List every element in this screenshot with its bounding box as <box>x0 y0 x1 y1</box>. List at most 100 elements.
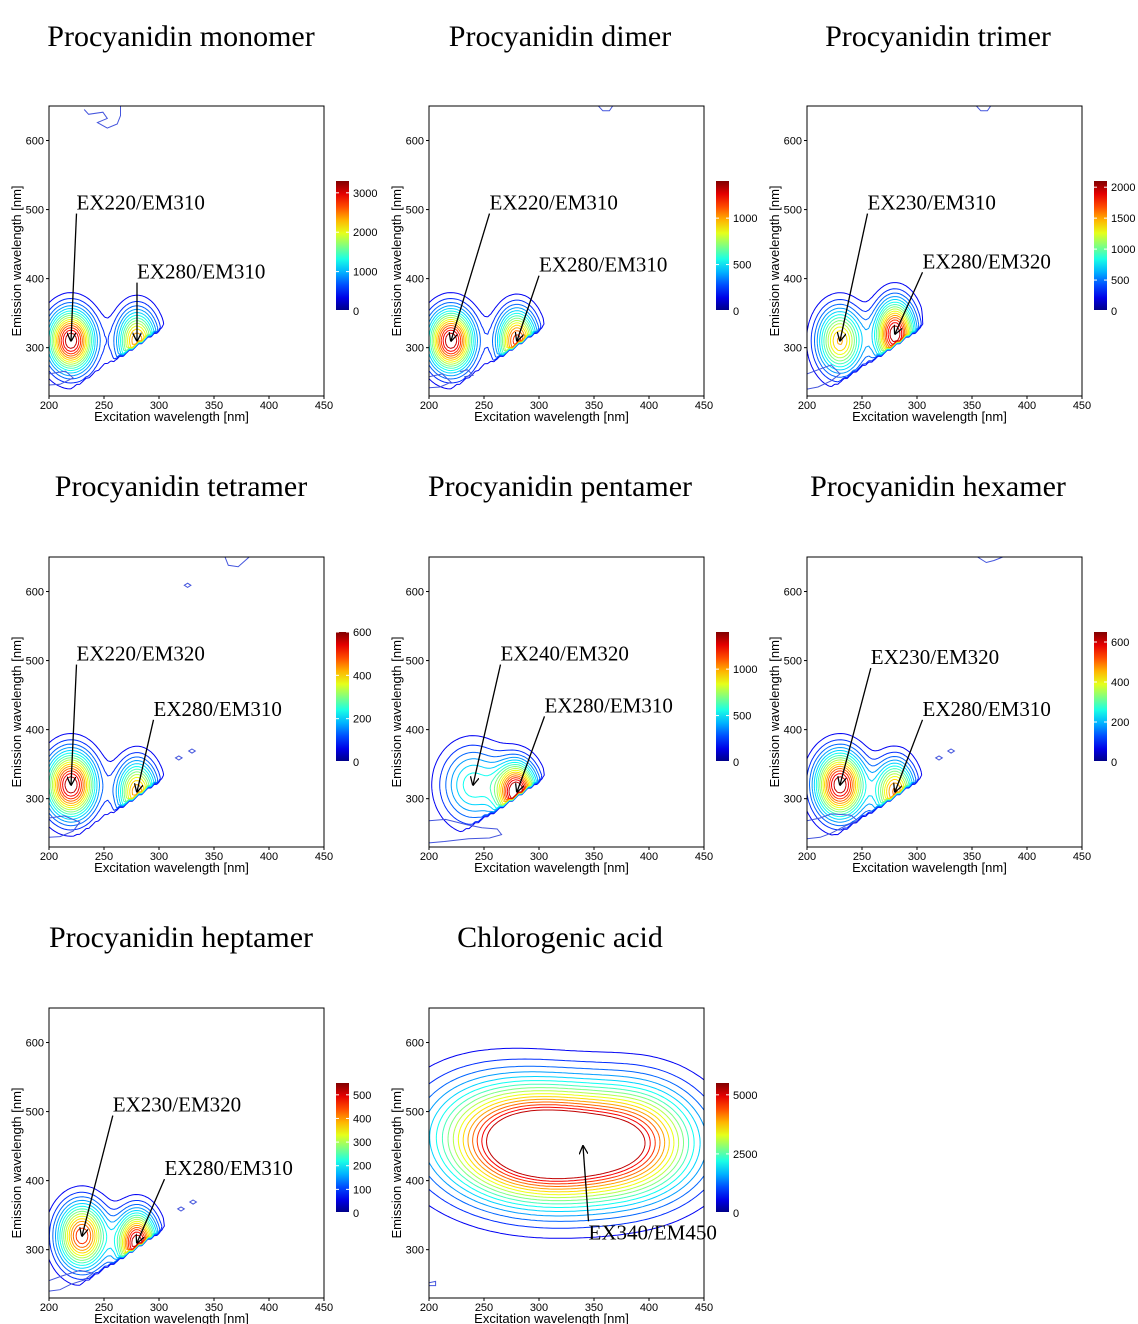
panel-title: Procyanidin tetramer <box>55 470 307 503</box>
x-tick-label: 450 <box>315 1302 333 1314</box>
x-tick-label: 300 <box>908 851 926 863</box>
contour-lines <box>49 1185 198 1292</box>
x-tick-label: 350 <box>205 1302 223 1314</box>
plot-frame <box>806 105 1083 397</box>
x-tick-label: 350 <box>585 851 603 863</box>
colorbar-tick-label: 5000 <box>733 1090 757 1102</box>
contour-level <box>435 1080 695 1208</box>
y-axis-label: Emission wavelength [nm] <box>389 636 404 787</box>
y-tick-label: 600 <box>784 587 802 599</box>
x-tick-label: 350 <box>585 1302 603 1314</box>
x-tick-label: 300 <box>530 851 548 863</box>
x-tick-label: 200 <box>40 851 58 863</box>
contour-fragment <box>49 370 75 386</box>
peak-annotation: EX230/EM320 <box>871 645 999 669</box>
contour-fragment <box>429 818 503 844</box>
contour-fragment <box>187 748 197 754</box>
contour-level <box>51 314 150 367</box>
x-tick-label: 200 <box>40 1302 58 1314</box>
y-tick-label: 400 <box>784 725 802 737</box>
contour-fragment <box>976 106 992 112</box>
x-tick-label: 200 <box>40 400 58 412</box>
eem-panel: Procyanidin pentamer 200 250 300 350 400 450 30… <box>389 470 757 875</box>
plot-frame <box>428 556 705 848</box>
plot-frame <box>428 105 705 397</box>
x-tick-label: 450 <box>315 851 333 863</box>
contour-level <box>55 763 145 807</box>
annotation-arrow <box>583 1146 590 1222</box>
peak-annotation: EX280/EM310 <box>539 253 667 277</box>
contour-lines <box>807 557 1003 840</box>
contour-level <box>429 1076 701 1212</box>
contour-level <box>58 768 84 802</box>
x-axis-label: Excitation wavelength [nm] <box>474 409 629 424</box>
contour-level <box>817 755 910 815</box>
colorbar-tick-label: 600 <box>353 627 371 639</box>
x-tick-label: 400 <box>1018 851 1036 863</box>
colorbar-tick-label: 1000 <box>733 213 757 225</box>
y-axis-label: Emission wavelength [nm] <box>389 185 404 336</box>
colorbar-tick-label: 200 <box>353 1161 371 1173</box>
x-tick-label: 450 <box>1073 851 1091 863</box>
colorbar-tick-label: 0 <box>353 757 359 769</box>
colorbar <box>336 632 349 762</box>
contour-fragment <box>83 106 121 129</box>
y-axis-label: Emission wavelength [nm] <box>767 636 782 787</box>
colorbar-tick-label: 0 <box>733 757 739 769</box>
x-tick-label: 450 <box>695 851 713 863</box>
colorbar-tick-label: 600 <box>1111 637 1129 649</box>
contour-lines <box>807 106 992 390</box>
plot-frame <box>806 556 1083 848</box>
colorbar-tick-label: 400 <box>1111 677 1129 689</box>
colorbar-tick-label: 1000 <box>353 267 377 279</box>
eem-panel: Procyanidin hexamer 200 250 300 350 400 450 300… <box>767 470 1129 875</box>
contour-level <box>819 299 916 371</box>
y-tick-label: 600 <box>26 1038 44 1050</box>
peak-annotation: EX280/EM310 <box>545 693 673 717</box>
x-tick-label: 300 <box>150 400 168 412</box>
contour-level <box>62 773 80 797</box>
colorbar-tick-label: 500 <box>733 260 751 272</box>
y-axis-label: Emission wavelength [nm] <box>9 1087 24 1238</box>
panel-title: Procyanidin monomer <box>47 20 314 53</box>
x-axis-label: Excitation wavelength [nm] <box>94 409 249 424</box>
colorbar <box>336 181 349 311</box>
peak-annotation: EX280/EM310 <box>137 260 265 284</box>
contour-level <box>827 768 898 802</box>
x-tick-label: 250 <box>475 1302 493 1314</box>
contour-fragment <box>807 813 859 840</box>
y-axis-label: Emission wavelength [nm] <box>767 185 782 336</box>
x-tick-label: 300 <box>150 1302 168 1314</box>
panel-title: Procyanidin trimer <box>825 20 1051 53</box>
colorbar <box>716 632 729 762</box>
eem-panel: Procyanidin dimer 200 250 300 350 400 450 300 40… <box>389 20 757 424</box>
contour-level <box>429 292 545 390</box>
colorbar-tick-label: 300 <box>353 1137 371 1149</box>
colorbar-tick-label: 400 <box>353 1113 371 1125</box>
contour-fragment <box>174 755 184 761</box>
peak-annotation: EX240/EM320 <box>501 642 629 666</box>
contour-fragment <box>49 1269 95 1292</box>
colorbar-tick-label: 400 <box>353 670 371 682</box>
contour-level <box>452 1090 680 1199</box>
x-tick-label: 400 <box>640 400 658 412</box>
colorbar-tick-label: 200 <box>1111 717 1129 729</box>
annotation-arrow <box>517 275 540 341</box>
y-tick-label: 500 <box>26 1107 44 1119</box>
peak-annotation: EX280/EM310 <box>923 697 1051 721</box>
x-axis-label: Excitation wavelength [nm] <box>94 1311 249 1324</box>
annotation-arrow <box>71 664 78 785</box>
annotation-arrow <box>895 271 924 334</box>
x-axis-label: Excitation wavelength [nm] <box>852 860 1007 875</box>
colorbar-tick-label: 500 <box>353 1090 371 1102</box>
y-tick-label: 500 <box>406 1107 424 1119</box>
plot-frame <box>48 1007 325 1299</box>
colorbar-tick-label: 500 <box>1111 275 1129 287</box>
contour-level <box>62 329 80 352</box>
contour-lines <box>429 735 545 844</box>
contour-level <box>49 743 159 827</box>
contour-lines <box>49 106 165 390</box>
annotation-arrow <box>473 664 502 785</box>
x-tick-label: 200 <box>798 400 816 412</box>
